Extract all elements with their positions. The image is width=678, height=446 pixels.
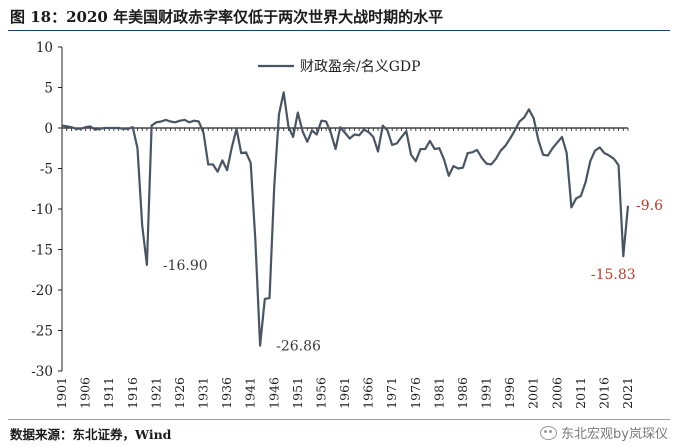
x-tick-label: 1976 <box>408 377 423 409</box>
x-tick-label: 1946 <box>266 377 281 409</box>
y-tick-label: -15 <box>31 243 53 259</box>
x-tick-label: 2021 <box>620 377 635 409</box>
x-tick-label: 1936 <box>219 377 234 409</box>
page-title: 图 18：2020 年美国财政赤字率仅低于两次世界大战时期的水平 <box>10 8 444 26</box>
x-tick-label: 1911 <box>101 377 116 409</box>
y-tick-label: 5 <box>44 81 53 97</box>
series-layer <box>61 91 630 347</box>
x-tick-label: 1996 <box>502 377 517 409</box>
legend-label: 财政盈余/名义GDP <box>300 58 421 75</box>
data-label: -16.90 <box>163 258 208 274</box>
data-label: -26.86 <box>276 339 321 355</box>
x-tick-label: 2001 <box>526 377 541 409</box>
x-tick-label: 1971 <box>384 377 399 409</box>
source-note: 数据来源：东北证券，Wind <box>10 427 172 442</box>
x-tick-label: 1961 <box>337 377 352 409</box>
x-tick-label: 2011 <box>573 377 588 409</box>
x-tick-label: 1966 <box>361 377 376 409</box>
x-tick-label: 2016 <box>596 377 611 409</box>
x-tick-label: 1916 <box>125 377 140 409</box>
x-tick-label: 1986 <box>455 377 470 409</box>
x-tick-label: 1991 <box>479 377 494 409</box>
x-tick-label: 2006 <box>549 377 564 409</box>
title-divider <box>8 30 670 31</box>
y-tick-label: -20 <box>31 283 53 299</box>
x-tick-label: 1951 <box>290 377 305 409</box>
x-tick-label: 1941 <box>243 377 258 409</box>
x-tick-label: 1981 <box>431 377 446 409</box>
y-tick-label: -5 <box>40 162 53 178</box>
source-divider <box>8 419 670 420</box>
y-tick-label: 10 <box>36 40 53 56</box>
data-label: -15.83 <box>591 267 636 283</box>
annotations: -16.90 -26.86 -15.83 -9.6 <box>163 198 663 355</box>
x-tick-label: 1931 <box>196 377 211 409</box>
watermark-text: 东北宏观by岚琛仪 <box>561 427 668 442</box>
x-tick-label: 1926 <box>172 377 187 409</box>
y-tick-label: -25 <box>31 324 53 340</box>
y-tick-label: 0 <box>44 121 53 137</box>
x-tick-label: 1906 <box>78 377 93 409</box>
wechat-icon <box>540 425 558 440</box>
x-tick-label: 1956 <box>313 377 328 409</box>
legend: 财政盈余/名义GDP <box>258 58 421 75</box>
data-label: -9.6 <box>636 198 663 214</box>
y-tick-label: -30 <box>31 364 53 380</box>
y-axis: 10 5 0 -5 -10 -15 -20 -25 -30 <box>31 40 63 380</box>
x-tick-label: 1921 <box>148 377 163 409</box>
x-tick-label: 1901 <box>54 377 69 409</box>
y-tick-label: -10 <box>31 202 53 218</box>
series-line-0 <box>61 91 630 347</box>
watermark: 东北宏观by岚琛仪 <box>540 423 668 442</box>
x-axis: 1901 1906 1911 1916 1921 1926 1931 1936 1941 1946… <box>54 127 635 409</box>
